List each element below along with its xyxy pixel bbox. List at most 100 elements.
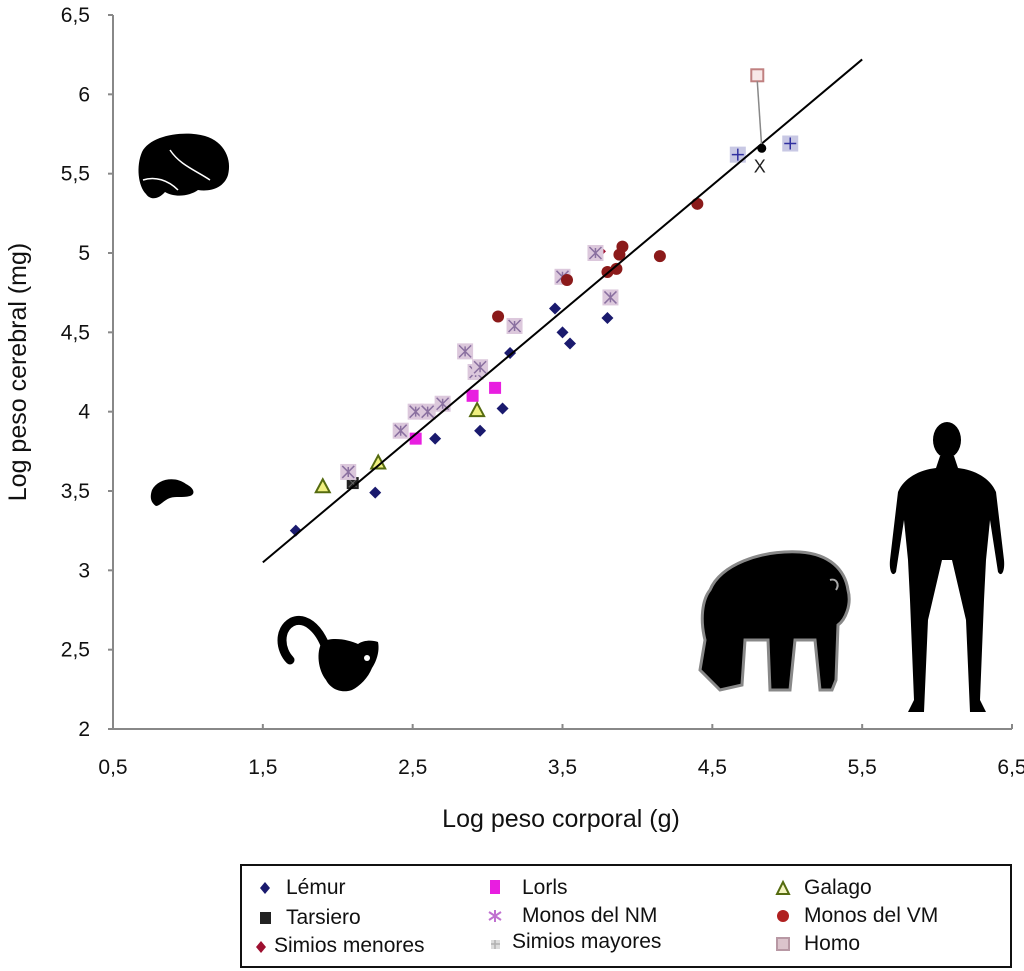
- diamond-marker-icon: [252, 937, 270, 955]
- legend-item-galago: Galago: [774, 876, 872, 900]
- square-marker: [466, 389, 479, 402]
- asterisk-data-point: [340, 463, 357, 480]
- diamond-marker: [369, 486, 382, 499]
- asterisk-marker: [603, 290, 617, 304]
- y-tick-label: 5: [78, 242, 90, 265]
- circle-data-point: [691, 197, 704, 210]
- legend-label: Lorls: [522, 876, 568, 899]
- diamond-marker: [563, 337, 576, 350]
- square-data-point: [466, 389, 479, 402]
- circle-marker: [560, 273, 573, 286]
- human-illustration: [889, 422, 1005, 712]
- open-square-marker: [750, 68, 765, 83]
- square-marker: [489, 381, 502, 394]
- legend-item-tarsiero: Tarsiero: [256, 906, 361, 930]
- square-data-point: [346, 477, 359, 490]
- asterisk-marker: [421, 405, 435, 419]
- triangle-marker: [468, 400, 486, 418]
- scatter-chart: 2 2,5 3 3,5 4 4,5 5 5,5 6 6,5 0,5 1,5 2,5 3,5 4,5 5,5 6,…: [4, 4, 1024, 833]
- diamond-marker: [289, 524, 302, 537]
- plus-data-point: [729, 146, 746, 163]
- diamond-marker-icon: [256, 879, 274, 897]
- diamond-data-point: [601, 312, 614, 325]
- asterisk-data-point: [392, 422, 409, 439]
- asterisk-data-point: [506, 317, 523, 334]
- circle-marker: [610, 262, 623, 275]
- x-tick-label: 2,5: [398, 756, 427, 779]
- y-axis-title: Log peso cerebral (mg): [4, 243, 32, 501]
- predicted-point: [757, 143, 767, 153]
- diamond-data-point: [429, 432, 442, 445]
- x-tick-label: 4,5: [698, 756, 727, 779]
- diamond-marker: [496, 402, 509, 415]
- lemur-illustration: [277, 616, 379, 692]
- circle-marker: [616, 240, 629, 253]
- y-tick-label: 4: [78, 401, 90, 424]
- chart-legend: Lémur Tarsiero Simios menores Lorls Mono…: [240, 864, 1012, 968]
- triangle-marker: [314, 477, 332, 494]
- small-brain-illustration: [150, 479, 194, 506]
- triangle-data-point: [468, 400, 486, 418]
- legend-item-lemur: Lémur: [256, 876, 346, 900]
- square-marker-icon: [256, 909, 274, 927]
- y-tick-label: 4,5: [61, 321, 90, 344]
- x-tick-label: 0,5: [98, 756, 127, 779]
- diamond-data-point: [289, 524, 302, 537]
- diamond-marker: [549, 302, 562, 315]
- circle-marker-icon: [774, 907, 792, 925]
- diamond-data-point: [474, 424, 487, 437]
- asterisk-data-point: [457, 343, 474, 360]
- legend-label: Simios menores: [274, 934, 425, 957]
- x-tick-label: 6,5: [997, 756, 1024, 779]
- legend-item-monos-nm: Monos del NM: [486, 904, 657, 928]
- square-marker-icon: [486, 879, 504, 897]
- circle-data-point: [616, 240, 629, 253]
- triangle-data-point: [314, 477, 332, 494]
- triangle-marker-icon: [774, 879, 792, 897]
- asterisk-marker: [341, 465, 355, 479]
- legend-label: Monos del VM: [804, 904, 939, 927]
- plus-marker: [784, 137, 797, 150]
- x-axis-title: Log peso corporal (g): [442, 805, 680, 833]
- legend-label: Galago: [804, 876, 872, 899]
- predicted-label: X: [754, 156, 766, 176]
- circle-data-point: [492, 310, 505, 323]
- large-brain-illustration: [138, 133, 230, 199]
- x-tick-label: 5,5: [848, 756, 877, 779]
- legend-label: Lémur: [286, 876, 346, 899]
- circle-marker: [653, 250, 666, 263]
- asterisk-marker: [508, 319, 522, 333]
- diamond-data-point: [563, 337, 576, 350]
- y-tick-label: 2: [78, 718, 90, 741]
- x-tick-label: 3,5: [548, 756, 577, 779]
- diamond-marker: [474, 424, 487, 437]
- asterisk-data-point: [419, 403, 436, 420]
- diamond-data-point: [369, 486, 382, 499]
- square-data-point: [489, 381, 502, 394]
- asterisk-data-point: [434, 395, 451, 412]
- circle-data-point: [610, 262, 623, 275]
- prediction-connector: [756, 81, 763, 149]
- asterisk-data-point: [472, 359, 489, 376]
- square-open-data-point: [750, 68, 765, 83]
- plus-data-point: [782, 135, 799, 152]
- plus-marker: [731, 148, 744, 161]
- circle-marker: [492, 310, 505, 323]
- legend-item-lorls: Lorls: [486, 876, 568, 900]
- y-tick-label: 2,5: [61, 639, 90, 662]
- legend-item-homo: Homo: [774, 932, 860, 956]
- asterisk-data-point: [602, 289, 619, 306]
- y-tick-label: 6: [78, 83, 90, 106]
- chimpanzee-illustration: [698, 550, 851, 692]
- diamond-data-point: [504, 346, 517, 359]
- asterisk-marker: [394, 424, 408, 438]
- y-tick-label: 5,5: [61, 163, 90, 186]
- y-tick-label: 3: [78, 559, 90, 582]
- legend-item-monos-vm: Monos del VM: [774, 904, 938, 928]
- asterisk-data-point: [587, 245, 604, 261]
- y-tick-label: 3,5: [61, 480, 90, 503]
- diamond-data-point: [496, 402, 509, 415]
- diamond-marker: [429, 432, 442, 445]
- circle-data-point: [653, 250, 666, 263]
- regression-line: [262, 58, 863, 564]
